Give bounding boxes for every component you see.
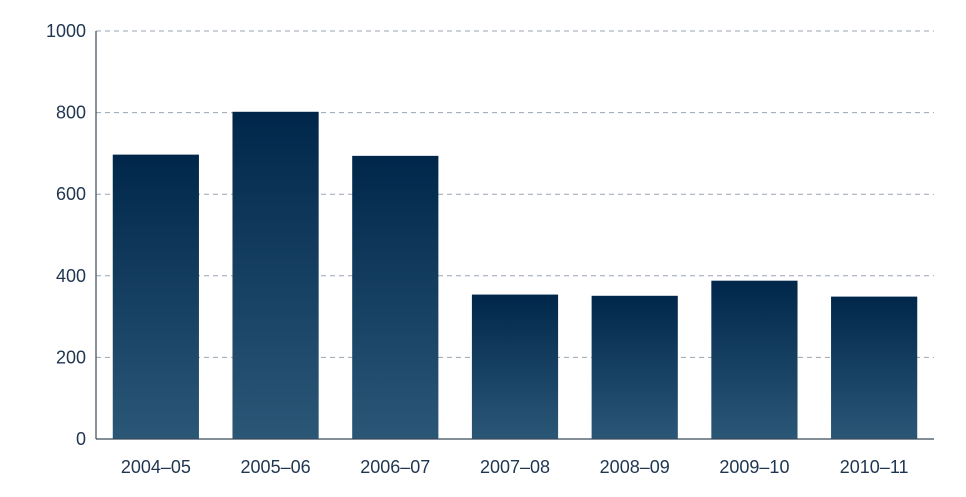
bar-2007–08 <box>471 294 559 439</box>
bar-2009–10 <box>711 280 798 439</box>
axes <box>95 31 934 440</box>
y-tick-label: 200 <box>56 347 86 367</box>
x-tick-label: 2008–09 <box>600 457 670 477</box>
x-tick-label: 2004–05 <box>121 457 191 477</box>
bars <box>112 111 918 439</box>
x-tick-labels: 2004–05 2005–06 2006–07 2007–08 2008–09 2009–… <box>121 457 909 477</box>
y-tick-label: 1000 <box>46 21 86 41</box>
bar-2006–07 <box>352 155 439 439</box>
y-tick-label: 600 <box>56 184 86 204</box>
y-tick-label: 400 <box>56 266 86 286</box>
y-tick-label: 0 <box>76 429 86 449</box>
x-tick-label: 2009–10 <box>719 457 789 477</box>
y-tick-label: 800 <box>56 103 86 123</box>
x-tick-label: 2006–07 <box>360 457 430 477</box>
x-tick-label: 2010–11 <box>840 457 909 477</box>
y-tick-labels: 0 200 400 600 800 1000 <box>46 21 86 449</box>
bar-2005–06 <box>232 111 319 439</box>
bar-2010–11 <box>831 296 918 439</box>
bar-2004–05 <box>112 154 199 439</box>
x-tick-label: 2007–08 <box>480 457 550 477</box>
x-tick-label: 2005–06 <box>241 457 311 477</box>
bar-2008–09 <box>591 295 678 439</box>
